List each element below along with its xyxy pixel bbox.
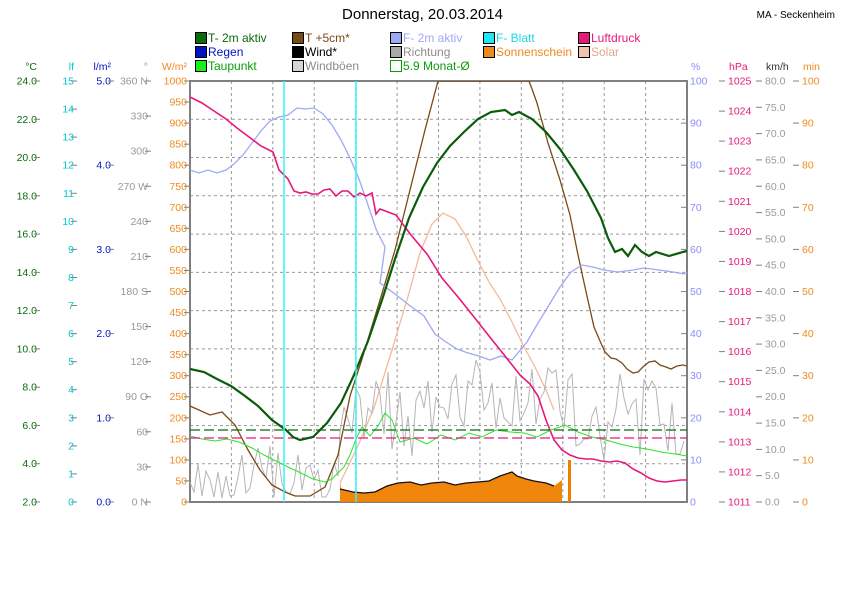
svg-text:1012: 1012: [728, 466, 752, 478]
svg-text:0.0: 0.0: [765, 497, 780, 509]
svg-text:65.0: 65.0: [765, 154, 786, 166]
svg-text:30: 30: [690, 370, 702, 382]
svg-text:min: min: [803, 61, 820, 73]
svg-text:1015: 1015: [728, 376, 752, 388]
svg-text:40.0: 40.0: [765, 286, 786, 298]
svg-text:W/m²: W/m²: [162, 61, 188, 73]
svg-text:80: 80: [690, 160, 702, 172]
svg-text:80: 80: [802, 160, 814, 172]
svg-text:900: 900: [169, 118, 187, 130]
svg-text:60: 60: [802, 244, 814, 256]
svg-text:100: 100: [802, 76, 820, 88]
svg-text:1023: 1023: [728, 136, 752, 148]
svg-text:km/h: km/h: [766, 61, 789, 73]
svg-text:5.0: 5.0: [765, 470, 780, 482]
svg-text:hPa: hPa: [729, 61, 748, 73]
svg-text:45.0: 45.0: [765, 260, 786, 272]
svg-text:1019: 1019: [728, 256, 752, 268]
svg-text:0: 0: [802, 497, 808, 509]
svg-text:1016: 1016: [728, 346, 752, 358]
svg-text:80.0: 80.0: [765, 76, 786, 88]
svg-text:1021: 1021: [728, 196, 752, 208]
svg-text:30.0: 30.0: [765, 339, 786, 351]
svg-text:75.0: 75.0: [765, 102, 786, 114]
svg-text:°: °: [144, 61, 148, 73]
svg-text:360 N: 360 N: [120, 76, 148, 88]
svg-text:25.0: 25.0: [765, 365, 786, 377]
svg-text:750: 750: [169, 181, 187, 193]
svg-text:1014: 1014: [728, 406, 752, 418]
svg-text:70: 70: [802, 202, 814, 214]
svg-text:1024: 1024: [728, 106, 752, 118]
svg-text:60: 60: [690, 244, 702, 256]
svg-text:90 O: 90 O: [125, 391, 148, 403]
svg-text:20: 20: [690, 412, 702, 424]
svg-text:180 S: 180 S: [121, 286, 148, 298]
svg-text:1000: 1000: [164, 76, 188, 88]
svg-text:1020: 1020: [728, 226, 752, 238]
svg-text:90: 90: [802, 118, 814, 130]
svg-text:°C: °C: [25, 61, 37, 73]
svg-text:0: 0: [690, 497, 696, 509]
svg-text:60.0: 60.0: [765, 181, 786, 193]
svg-text:50: 50: [690, 286, 702, 298]
svg-text:l/m²: l/m²: [94, 61, 112, 73]
svg-text:40: 40: [802, 328, 814, 340]
svg-text:70: 70: [690, 202, 702, 214]
svg-text:50.0: 50.0: [765, 233, 786, 245]
svg-text:35.0: 35.0: [765, 312, 786, 324]
svg-text:55.0: 55.0: [765, 207, 786, 219]
svg-text:10.0: 10.0: [765, 444, 786, 456]
svg-text:1011: 1011: [728, 497, 751, 509]
svg-text:70.0: 70.0: [765, 128, 786, 140]
svg-text:270 W: 270 W: [118, 181, 148, 193]
svg-text:20.0: 20.0: [765, 391, 786, 403]
svg-text:lf: lf: [69, 61, 74, 73]
svg-text:%: %: [691, 61, 700, 73]
svg-text:100: 100: [690, 76, 708, 88]
svg-text:1017: 1017: [728, 316, 752, 328]
svg-text:15.0: 15.0: [765, 418, 786, 430]
svg-text:1025: 1025: [728, 76, 752, 88]
svg-text:10: 10: [690, 454, 702, 466]
svg-text:1018: 1018: [728, 286, 752, 298]
svg-text:40: 40: [690, 328, 702, 340]
svg-text:50: 50: [802, 286, 814, 298]
svg-text:1022: 1022: [728, 166, 752, 178]
svg-text:1013: 1013: [728, 436, 752, 448]
svg-text:30: 30: [802, 370, 814, 382]
svg-text:90: 90: [690, 118, 702, 130]
svg-text:20: 20: [802, 412, 814, 424]
svg-text:10: 10: [802, 454, 814, 466]
